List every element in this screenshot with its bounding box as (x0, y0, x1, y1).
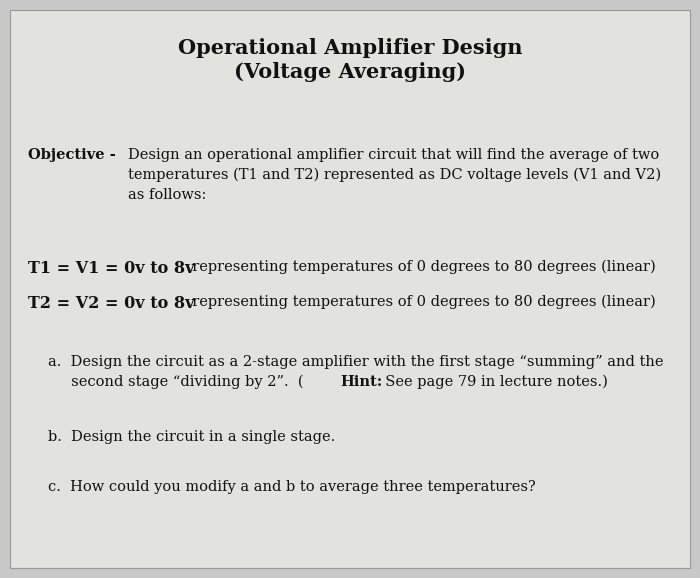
Text: b.  Design the circuit in a single stage.: b. Design the circuit in a single stage. (48, 430, 335, 444)
Text: Hint:: Hint: (340, 375, 382, 389)
Text: c.  How could you modify a and b to average three temperatures?: c. How could you modify a and b to avera… (48, 480, 536, 494)
FancyBboxPatch shape (10, 10, 690, 568)
Text: temperatures (T1 and T2) represented as DC voltage levels (V1 and V2): temperatures (T1 and T2) represented as … (128, 168, 661, 183)
Text: a.  Design the circuit as a 2-stage amplifier with the first stage “summing” and: a. Design the circuit as a 2-stage ampli… (48, 355, 664, 369)
Text: T1 = V1 = 0v to 8v: T1 = V1 = 0v to 8v (28, 260, 195, 277)
Text: Objective -: Objective - (28, 148, 121, 162)
Text: Design an operational amplifier circuit that will find the average of two: Design an operational amplifier circuit … (128, 148, 659, 162)
Text: second stage “dividing by 2”.  (: second stage “dividing by 2”. ( (48, 375, 304, 390)
Text: Operational Amplifier Design: Operational Amplifier Design (178, 38, 522, 58)
Text: See page 79 in lecture notes.): See page 79 in lecture notes.) (376, 375, 608, 390)
Text: (Voltage Averaging): (Voltage Averaging) (234, 62, 466, 82)
Text: representing temperatures of 0 degrees to 80 degrees (linear): representing temperatures of 0 degrees t… (183, 295, 656, 309)
Text: representing temperatures of 0 degrees to 80 degrees (linear): representing temperatures of 0 degrees t… (183, 260, 656, 275)
Text: T2 = V2 = 0v to 8v: T2 = V2 = 0v to 8v (28, 295, 195, 312)
Text: as follows:: as follows: (128, 188, 206, 202)
